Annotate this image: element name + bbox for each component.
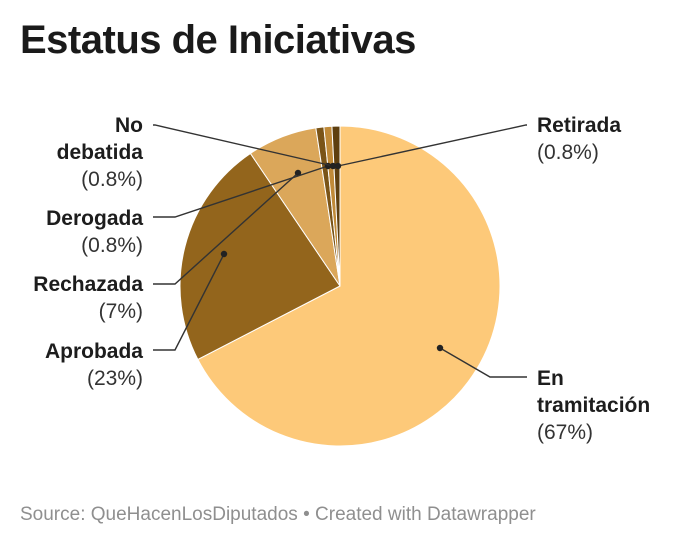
footer: Source: QueHacenLosDiputados • Created w… [20, 504, 536, 526]
pie-slices [179, 125, 501, 447]
slice-name: Rechazada [33, 273, 143, 296]
slice-name: Retirada [537, 114, 621, 137]
credit-text: Created with Datawrapper [315, 504, 536, 525]
slice-label-derogada: Derogada (0.8%) [46, 207, 143, 257]
slice-name: tramitación [537, 394, 650, 417]
leader-dot-aprobada [220, 250, 228, 258]
leader-line-retirada [337, 124, 527, 167]
slice-label-retirada: Retirada (0.8%) [537, 114, 621, 164]
slice-name: debatida [57, 141, 144, 164]
slice-name: No [115, 114, 143, 137]
leader-dot-en-tramitacion [436, 344, 444, 352]
slice-label-rechazada: Rechazada (7%) [33, 273, 143, 323]
leader-line-no-debatida [153, 124, 334, 167]
source-text: Source: QueHacenLosDiputados [20, 504, 298, 525]
slice-name: Aprobada [45, 340, 143, 363]
slice-percent: (23%) [87, 367, 143, 390]
leader-dot-no-debatida [329, 162, 337, 170]
leader-line-derogada [153, 165, 329, 218]
slice-label-aprobada: Aprobada (23%) [45, 340, 143, 390]
leader-dot-retirada [334, 162, 342, 170]
chart-title: Estatus de Iniciativas [20, 18, 416, 62]
pie-slice-aprobada [179, 152, 341, 361]
slice-labels: En tramitación (67%) Aprobada (23%) Rechazada… [33, 114, 650, 444]
leader-dot-rechazada [294, 169, 302, 177]
slice-name: Derogada [46, 207, 143, 230]
leader-line-aprobada [153, 253, 225, 351]
slice-percent: (0.8%) [81, 234, 143, 257]
slice-percent: (67%) [537, 421, 593, 444]
slice-percent: (0.8%) [537, 141, 599, 164]
slice-percent: (7%) [99, 300, 143, 323]
footer-separator: • [303, 504, 310, 525]
leader-line-rechazada [153, 172, 299, 285]
slice-label-no-debatida: No debatida (0.8%) [57, 114, 144, 191]
leader-line-en-tramitacion [439, 347, 527, 378]
slice-name: En [537, 367, 564, 390]
slice-percent: (0.8%) [81, 168, 143, 191]
leader-lines [153, 124, 527, 378]
slice-label-en-tramitacion: En tramitación (67%) [537, 367, 650, 444]
